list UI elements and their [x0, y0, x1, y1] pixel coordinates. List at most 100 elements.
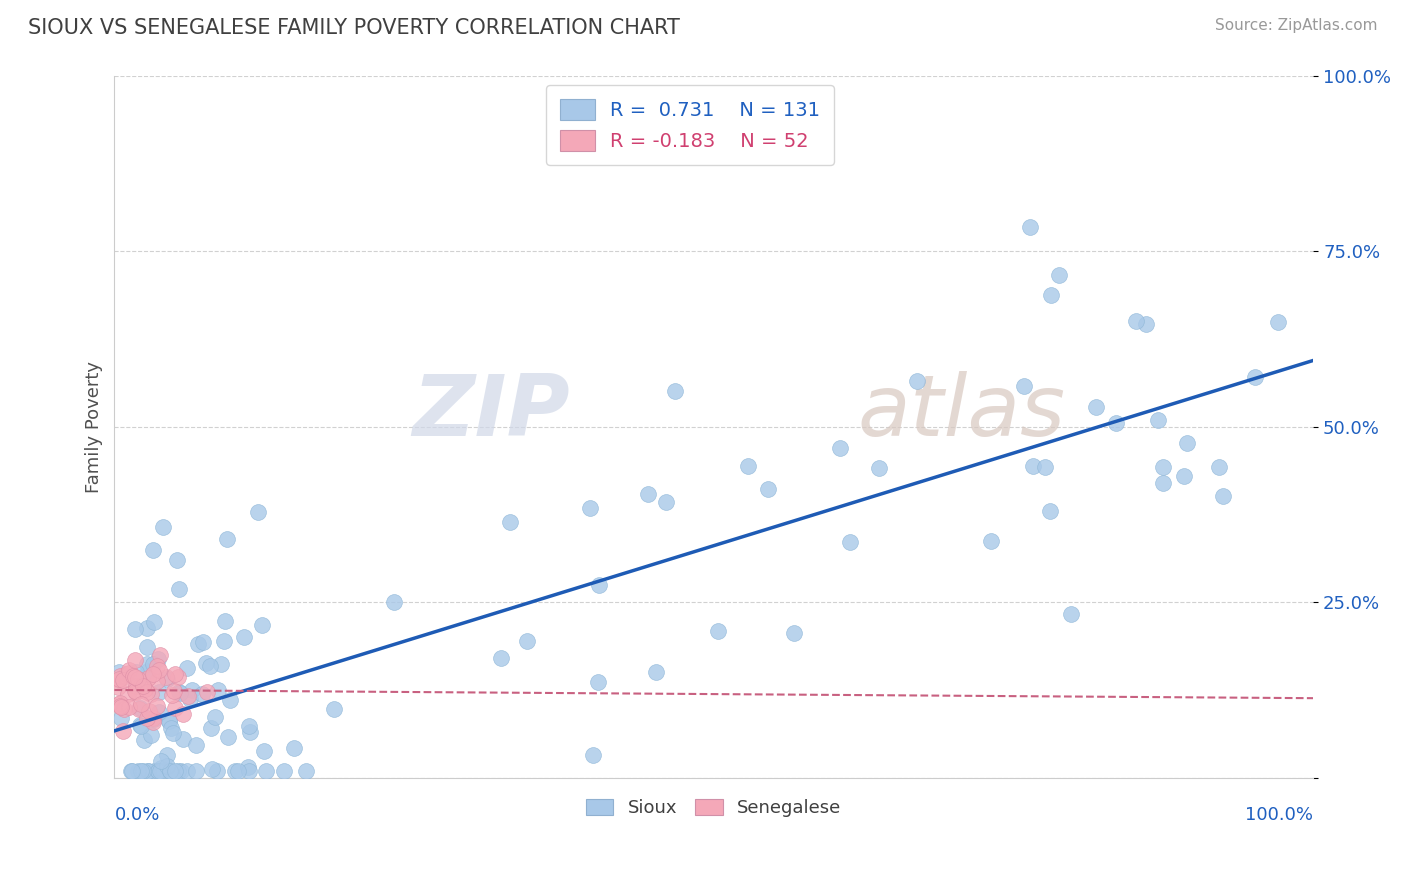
- Point: [128, 717, 150, 731]
- Point: [295, 764, 318, 778]
- Point: [125, 685, 148, 699]
- Point: [142, 711, 165, 725]
- Point: [238, 718, 260, 732]
- Point: [1173, 469, 1195, 483]
- Point: [129, 698, 152, 712]
- Point: [184, 764, 207, 778]
- Point: [588, 578, 610, 592]
- Point: [124, 680, 146, 694]
- Point: [1208, 460, 1230, 475]
- Point: [756, 482, 779, 496]
- Point: [839, 535, 862, 549]
- Point: [129, 701, 152, 715]
- Point: [108, 665, 131, 680]
- Point: [159, 764, 181, 778]
- Point: [179, 692, 201, 706]
- Point: [112, 702, 135, 716]
- Point: [207, 683, 229, 698]
- Point: [1244, 370, 1267, 384]
- Point: [107, 672, 129, 686]
- Point: [489, 651, 512, 665]
- Point: [515, 633, 537, 648]
- Point: [149, 648, 172, 663]
- Point: [156, 673, 179, 687]
- Point: [283, 741, 305, 756]
- Point: [136, 711, 159, 725]
- Point: [142, 667, 165, 681]
- Point: [219, 693, 242, 707]
- Point: [141, 687, 163, 701]
- Point: [1177, 436, 1199, 450]
- Point: [118, 663, 141, 677]
- Point: [1033, 459, 1056, 474]
- Point: [142, 715, 165, 730]
- Point: [129, 678, 152, 692]
- Point: [136, 764, 159, 778]
- Point: [135, 640, 157, 655]
- Point: [139, 727, 162, 741]
- Point: [111, 673, 134, 687]
- Point: [128, 679, 150, 693]
- Point: [162, 688, 184, 702]
- Point: [273, 764, 295, 778]
- Point: [146, 764, 169, 778]
- Point: [134, 732, 156, 747]
- Point: [172, 707, 194, 722]
- Legend: Sioux, Senegalese: Sioux, Senegalese: [579, 792, 848, 825]
- Point: [132, 764, 155, 778]
- Point: [707, 624, 730, 638]
- Point: [148, 684, 170, 698]
- Point: [131, 718, 153, 732]
- Point: [156, 758, 179, 772]
- Point: [118, 666, 141, 681]
- Text: 100.0%: 100.0%: [1246, 805, 1313, 823]
- Point: [655, 495, 678, 509]
- Point: [163, 667, 186, 681]
- Point: [195, 685, 218, 699]
- Point: [169, 685, 191, 699]
- Point: [163, 684, 186, 698]
- Point: [200, 722, 222, 736]
- Point: [143, 712, 166, 726]
- Point: [201, 762, 224, 776]
- Point: [176, 661, 198, 675]
- Point: [239, 725, 262, 739]
- Point: [236, 760, 259, 774]
- Point: [108, 698, 131, 712]
- Point: [1125, 314, 1147, 328]
- Point: [1060, 607, 1083, 622]
- Point: [134, 682, 156, 697]
- Point: [250, 618, 273, 632]
- Point: [138, 665, 160, 679]
- Point: [114, 669, 136, 683]
- Point: [167, 764, 190, 778]
- Point: [1267, 315, 1289, 329]
- Point: [110, 711, 132, 725]
- Text: ZIP: ZIP: [412, 371, 569, 454]
- Point: [1040, 287, 1063, 301]
- Point: [166, 552, 188, 566]
- Point: [132, 679, 155, 693]
- Point: [148, 705, 170, 719]
- Point: [108, 673, 131, 687]
- Point: [136, 657, 159, 672]
- Point: [193, 635, 215, 649]
- Point: [217, 730, 239, 744]
- Point: [204, 710, 226, 724]
- Point: [1105, 416, 1128, 430]
- Point: [142, 543, 165, 558]
- Point: [135, 685, 157, 699]
- Point: [121, 669, 143, 683]
- Point: [142, 657, 165, 671]
- Point: [1152, 476, 1174, 491]
- Point: [152, 520, 174, 534]
- Point: [1047, 268, 1070, 282]
- Point: [138, 671, 160, 685]
- Point: [224, 764, 246, 778]
- Point: [150, 754, 173, 768]
- Point: [150, 761, 173, 775]
- Point: [1212, 489, 1234, 503]
- Point: [1014, 379, 1036, 393]
- Point: [783, 626, 806, 640]
- Point: [253, 744, 276, 758]
